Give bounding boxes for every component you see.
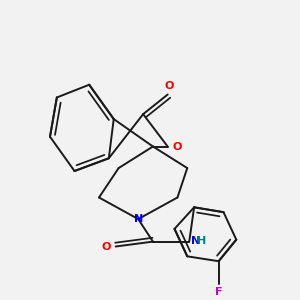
- Text: N: N: [191, 236, 200, 246]
- Text: F: F: [215, 287, 222, 297]
- Text: O: O: [173, 142, 182, 152]
- Text: N: N: [134, 214, 143, 224]
- Text: H: H: [197, 236, 206, 246]
- Text: O: O: [102, 242, 111, 251]
- Text: O: O: [164, 81, 174, 91]
